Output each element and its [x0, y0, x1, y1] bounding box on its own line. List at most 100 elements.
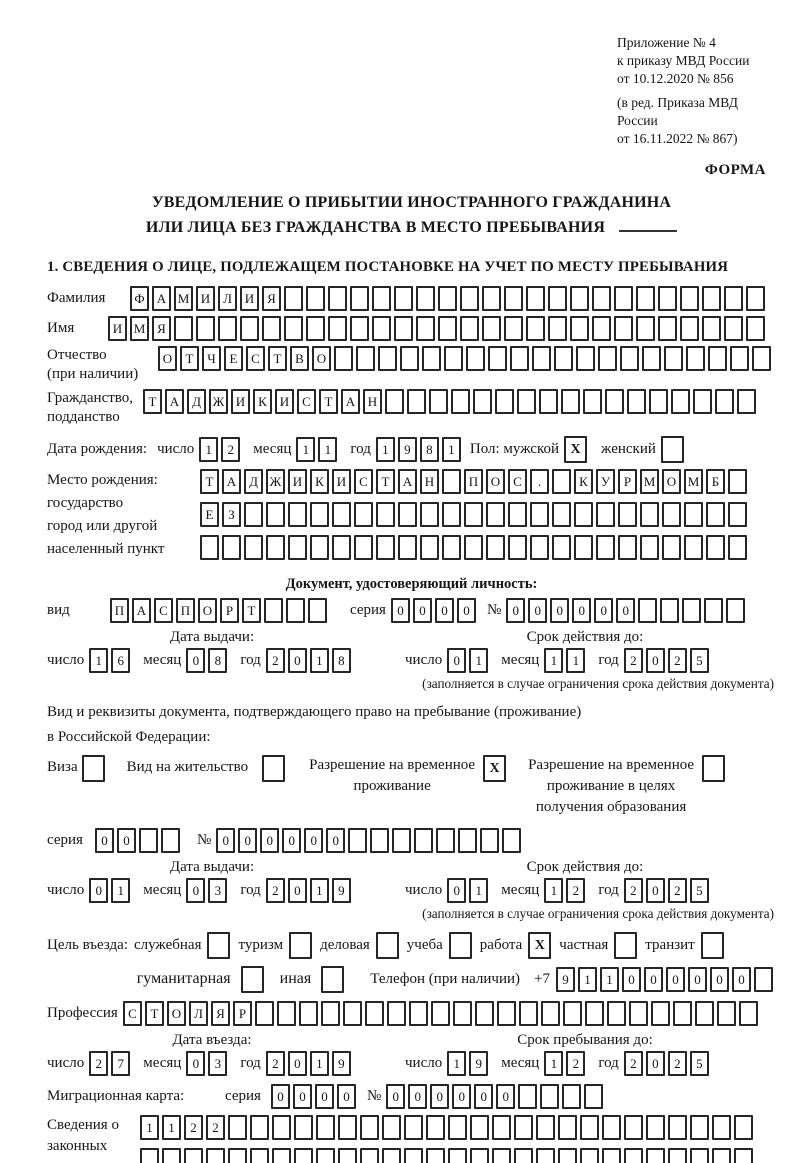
- gender-female-checkbox[interactable]: [660, 435, 684, 463]
- char-box[interactable]: [614, 315, 633, 341]
- char-box[interactable]: [680, 315, 699, 341]
- char-box[interactable]: [548, 285, 567, 311]
- char-box[interactable]: Я: [262, 285, 281, 311]
- char-box[interactable]: 0: [282, 827, 302, 853]
- char-box[interactable]: [284, 285, 303, 311]
- char-box[interactable]: [184, 1147, 203, 1163]
- char-box[interactable]: [354, 501, 373, 527]
- char-box[interactable]: Т: [319, 388, 338, 414]
- char-box[interactable]: [475, 1000, 494, 1026]
- char-box[interactable]: [310, 534, 329, 560]
- char-box[interactable]: Т: [242, 597, 261, 623]
- char-box[interactable]: [442, 468, 461, 494]
- char-box[interactable]: [640, 534, 659, 560]
- char-box[interactable]: 1: [566, 647, 586, 673]
- char-box[interactable]: [618, 501, 637, 527]
- char-box[interactable]: [539, 388, 558, 414]
- char-box[interactable]: [636, 315, 655, 341]
- char-box[interactable]: [706, 501, 725, 527]
- char-box[interactable]: 2: [184, 1114, 203, 1140]
- char-box[interactable]: [218, 315, 237, 341]
- char-box[interactable]: [288, 501, 307, 527]
- char-box[interactable]: 0: [216, 827, 236, 853]
- char-box[interactable]: [646, 1114, 665, 1140]
- char-box[interactable]: [596, 534, 615, 560]
- char-box[interactable]: 0: [474, 1083, 494, 1109]
- char-box[interactable]: [416, 315, 435, 341]
- char-box[interactable]: [686, 345, 705, 371]
- char-box[interactable]: 0: [390, 597, 410, 623]
- char-box[interactable]: [228, 1114, 247, 1140]
- char-box[interactable]: М: [640, 468, 659, 494]
- char-box[interactable]: [316, 1147, 335, 1163]
- char-box[interactable]: [552, 468, 571, 494]
- char-box[interactable]: [431, 1000, 450, 1026]
- char-box[interactable]: [693, 388, 712, 414]
- char-box[interactable]: [530, 534, 549, 560]
- char-box[interactable]: [328, 285, 347, 311]
- char-box[interactable]: И: [231, 388, 250, 414]
- char-box[interactable]: И: [332, 468, 351, 494]
- char-box[interactable]: [734, 1114, 753, 1140]
- char-box[interactable]: [284, 315, 303, 341]
- char-box[interactable]: 0: [270, 1083, 290, 1109]
- purpose-business-checkbox[interactable]: [375, 931, 399, 959]
- char-box[interactable]: 0: [645, 647, 665, 673]
- char-box[interactable]: [316, 1114, 335, 1140]
- char-box[interactable]: М: [130, 315, 149, 341]
- char-box[interactable]: 0: [186, 877, 206, 903]
- char-box[interactable]: 2: [89, 1050, 109, 1076]
- char-box[interactable]: 0: [710, 966, 729, 992]
- char-box[interactable]: [264, 597, 283, 623]
- char-box[interactable]: [394, 315, 413, 341]
- char-box[interactable]: [514, 1147, 533, 1163]
- char-box[interactable]: 0: [116, 827, 136, 853]
- char-box[interactable]: [350, 285, 369, 311]
- char-box[interactable]: [385, 388, 404, 414]
- char-box[interactable]: .: [530, 468, 549, 494]
- char-box[interactable]: [426, 1114, 445, 1140]
- char-box[interactable]: Ж: [266, 468, 285, 494]
- char-box[interactable]: [426, 1147, 445, 1163]
- char-box[interactable]: [422, 345, 441, 371]
- char-box[interactable]: [570, 315, 589, 341]
- char-box[interactable]: 1: [544, 877, 564, 903]
- char-box[interactable]: [473, 388, 492, 414]
- char-box[interactable]: [552, 534, 571, 560]
- char-box[interactable]: [562, 1083, 582, 1109]
- char-box[interactable]: [196, 315, 215, 341]
- char-box[interactable]: [409, 1000, 428, 1026]
- char-box[interactable]: [436, 827, 456, 853]
- char-box[interactable]: [717, 1000, 736, 1026]
- char-box[interactable]: [350, 315, 369, 341]
- purpose-humanitarian-checkbox[interactable]: [240, 965, 264, 993]
- char-box[interactable]: [294, 1147, 313, 1163]
- char-box[interactable]: [627, 388, 646, 414]
- char-box[interactable]: [602, 1147, 621, 1163]
- char-box[interactable]: 0: [452, 1083, 472, 1109]
- char-box[interactable]: [620, 345, 639, 371]
- char-box[interactable]: [574, 534, 593, 560]
- char-box[interactable]: [372, 285, 391, 311]
- char-box[interactable]: [328, 315, 347, 341]
- char-box[interactable]: Я: [152, 315, 171, 341]
- char-box[interactable]: 0: [304, 827, 324, 853]
- char-box[interactable]: [404, 1147, 423, 1163]
- char-box[interactable]: [372, 315, 391, 341]
- char-box[interactable]: [746, 285, 765, 311]
- char-box[interactable]: М: [174, 285, 193, 311]
- char-box[interactable]: 8: [331, 647, 351, 673]
- char-box[interactable]: [442, 534, 461, 560]
- char-box[interactable]: 1: [318, 436, 338, 462]
- char-box[interactable]: С: [297, 388, 316, 414]
- char-box[interactable]: 2: [667, 647, 687, 673]
- char-box[interactable]: 9: [331, 877, 351, 903]
- char-box[interactable]: 0: [732, 966, 751, 992]
- char-box[interactable]: [668, 1114, 687, 1140]
- char-box[interactable]: [728, 468, 747, 494]
- char-box[interactable]: 3: [208, 877, 228, 903]
- char-box[interactable]: [482, 285, 501, 311]
- char-box[interactable]: [140, 1147, 159, 1163]
- char-box[interactable]: [660, 597, 680, 623]
- char-box[interactable]: [420, 534, 439, 560]
